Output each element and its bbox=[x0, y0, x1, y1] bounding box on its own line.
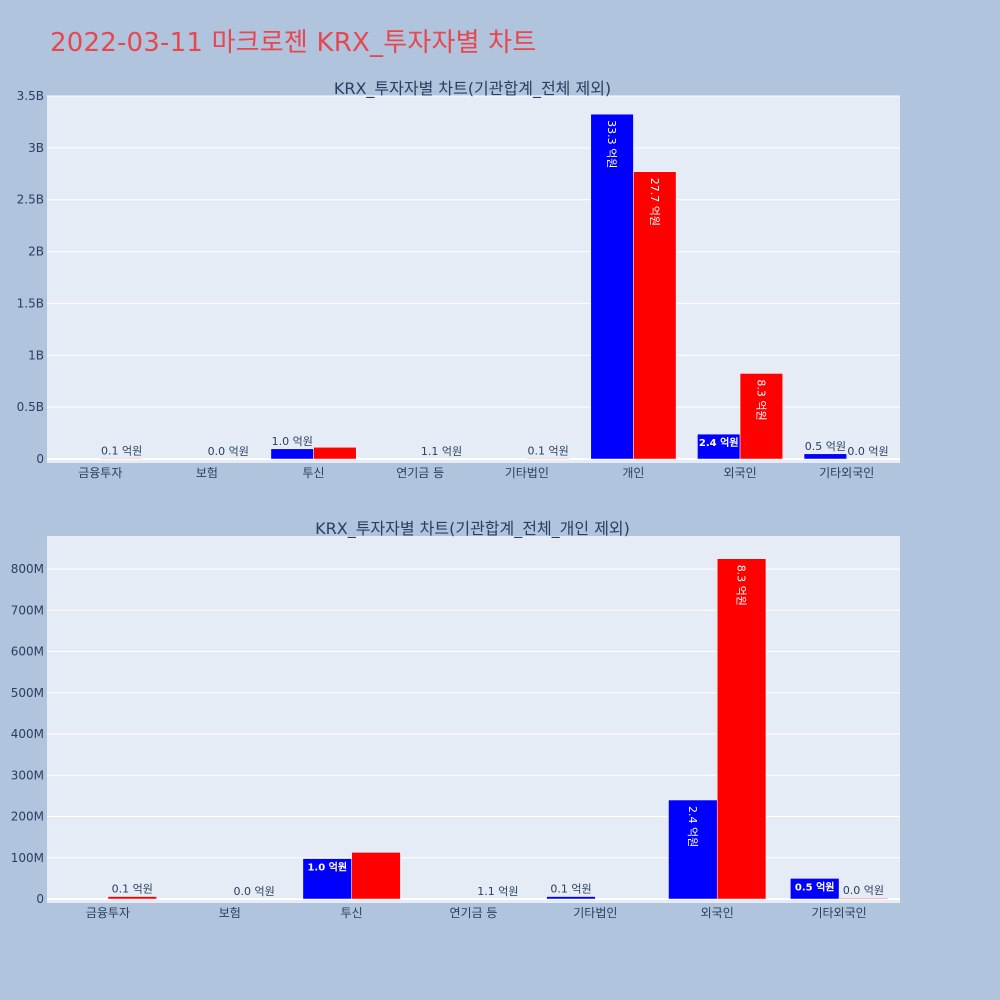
page-title: 2022-03-11 마크로젠 KRX_투자자별 차트 bbox=[50, 28, 537, 58]
bar-value-label: 0.1 억원 bbox=[112, 883, 153, 896]
x-tick-label: 기타외국인 bbox=[819, 466, 874, 480]
bar bbox=[668, 799, 718, 900]
bar-value-label: 0.0 억원 bbox=[843, 884, 884, 897]
bar-value-label: 0.5 억원 bbox=[805, 440, 846, 453]
x-tick-label: 연기금 등 bbox=[450, 906, 498, 920]
bar-value-label: 27.7 억원 bbox=[648, 178, 661, 226]
bar-value-label: 0.0 억원 bbox=[234, 885, 275, 898]
x-tick-label: 금융투자 bbox=[86, 906, 130, 920]
bar bbox=[716, 558, 767, 900]
y-tick-label: 1.5B bbox=[17, 296, 44, 310]
bar-value-label: 2.4 억원 bbox=[699, 436, 739, 449]
y-tick-label: 700M bbox=[11, 603, 44, 617]
bar-value-label: 8.3 억원 bbox=[754, 379, 767, 420]
bar-value-label: 2.4 억원 bbox=[686, 806, 699, 847]
bar bbox=[633, 171, 677, 460]
chart-excluding-individuals: 0 100M 200M 300M 400M 500M 600M 700M 800M KRX_투자자… bbox=[11, 519, 900, 920]
x-tick-label: 투신 bbox=[341, 906, 363, 920]
x-tick-label: 외국인 bbox=[724, 466, 757, 480]
bar bbox=[790, 878, 840, 900]
x-tick-label: 기타법인 bbox=[573, 906, 617, 920]
bar bbox=[546, 896, 596, 900]
y-tick-label: 3.5B bbox=[17, 89, 44, 103]
bar-value-label: 1.0 억원 bbox=[272, 435, 313, 448]
bar bbox=[590, 113, 634, 460]
bar-value-label: 1.1 억원 bbox=[421, 445, 462, 458]
bar-value-label: 0.0 억원 bbox=[208, 445, 249, 458]
bar-value-label: 0.1 억원 bbox=[101, 444, 142, 457]
chart-title: KRX_투자자별 차트(기관합계_전체 제외) bbox=[334, 79, 611, 99]
bar-value-label: 33.3 억원 bbox=[605, 120, 618, 168]
x-tick-label: 보험 bbox=[219, 906, 241, 920]
bar bbox=[526, 458, 570, 460]
bar-value-label: 0.0 억원 bbox=[847, 445, 888, 458]
y-tick-label: 600M bbox=[11, 645, 44, 659]
plot-area bbox=[47, 536, 900, 903]
x-tick-label: 기타법인 bbox=[505, 466, 549, 480]
y-tick-label: 0 bbox=[36, 892, 44, 906]
y-tick-label: 1B bbox=[28, 348, 44, 362]
y-tick-label: 0 bbox=[36, 452, 44, 466]
bar bbox=[107, 896, 157, 900]
chart-title: KRX_투자자별 차트(기관합계_전체_개인 제외) bbox=[315, 519, 630, 539]
bar-value-label: 0.5 억원 bbox=[795, 880, 835, 893]
x-tick-label: 보험 bbox=[196, 466, 218, 480]
x-tick-label: 투신 bbox=[303, 466, 325, 480]
bar bbox=[351, 852, 401, 900]
bar bbox=[270, 448, 314, 460]
y-tick-label: 500M bbox=[11, 686, 44, 700]
chart-all-investors: 0 0.5B 1B 1.5B 2B 2.5B 3B 3.5B KRX_투자자별 차트(기관합계_… bbox=[17, 79, 900, 480]
x-tick-label: 개인 bbox=[622, 466, 644, 480]
bar bbox=[100, 458, 144, 460]
x-tick-label: 외국인 bbox=[701, 906, 734, 920]
bar-value-label: 0.1 억원 bbox=[528, 444, 569, 457]
y-tick-label: 3B bbox=[28, 141, 44, 155]
bar bbox=[697, 433, 741, 460]
y-tick-label: 2.5B bbox=[17, 193, 44, 207]
y-tick-label: 0.5B bbox=[17, 400, 44, 414]
y-tick-label: 100M bbox=[11, 851, 44, 865]
bar bbox=[739, 373, 783, 460]
y-tick-label: 2B bbox=[28, 245, 44, 259]
bar-value-label: 1.0 억원 bbox=[307, 861, 347, 874]
bar bbox=[302, 858, 352, 900]
bar bbox=[313, 447, 357, 460]
x-tick-label: 기타외국인 bbox=[811, 906, 866, 920]
x-tick-label: 연기금 등 bbox=[396, 466, 444, 480]
y-tick-label: 200M bbox=[11, 810, 44, 824]
bar-value-label: 8.3 억원 bbox=[735, 565, 748, 606]
x-tick-label: 금융투자 bbox=[78, 466, 122, 480]
bar-value-label: 0.1 억원 bbox=[550, 883, 591, 896]
bar-value-label: 1.1 억원 bbox=[477, 885, 518, 898]
bar bbox=[803, 453, 847, 460]
y-tick-label: 300M bbox=[11, 768, 44, 782]
bar bbox=[838, 897, 889, 900]
y-tick-label: 800M bbox=[11, 562, 44, 576]
y-tick-label: 400M bbox=[11, 727, 44, 741]
